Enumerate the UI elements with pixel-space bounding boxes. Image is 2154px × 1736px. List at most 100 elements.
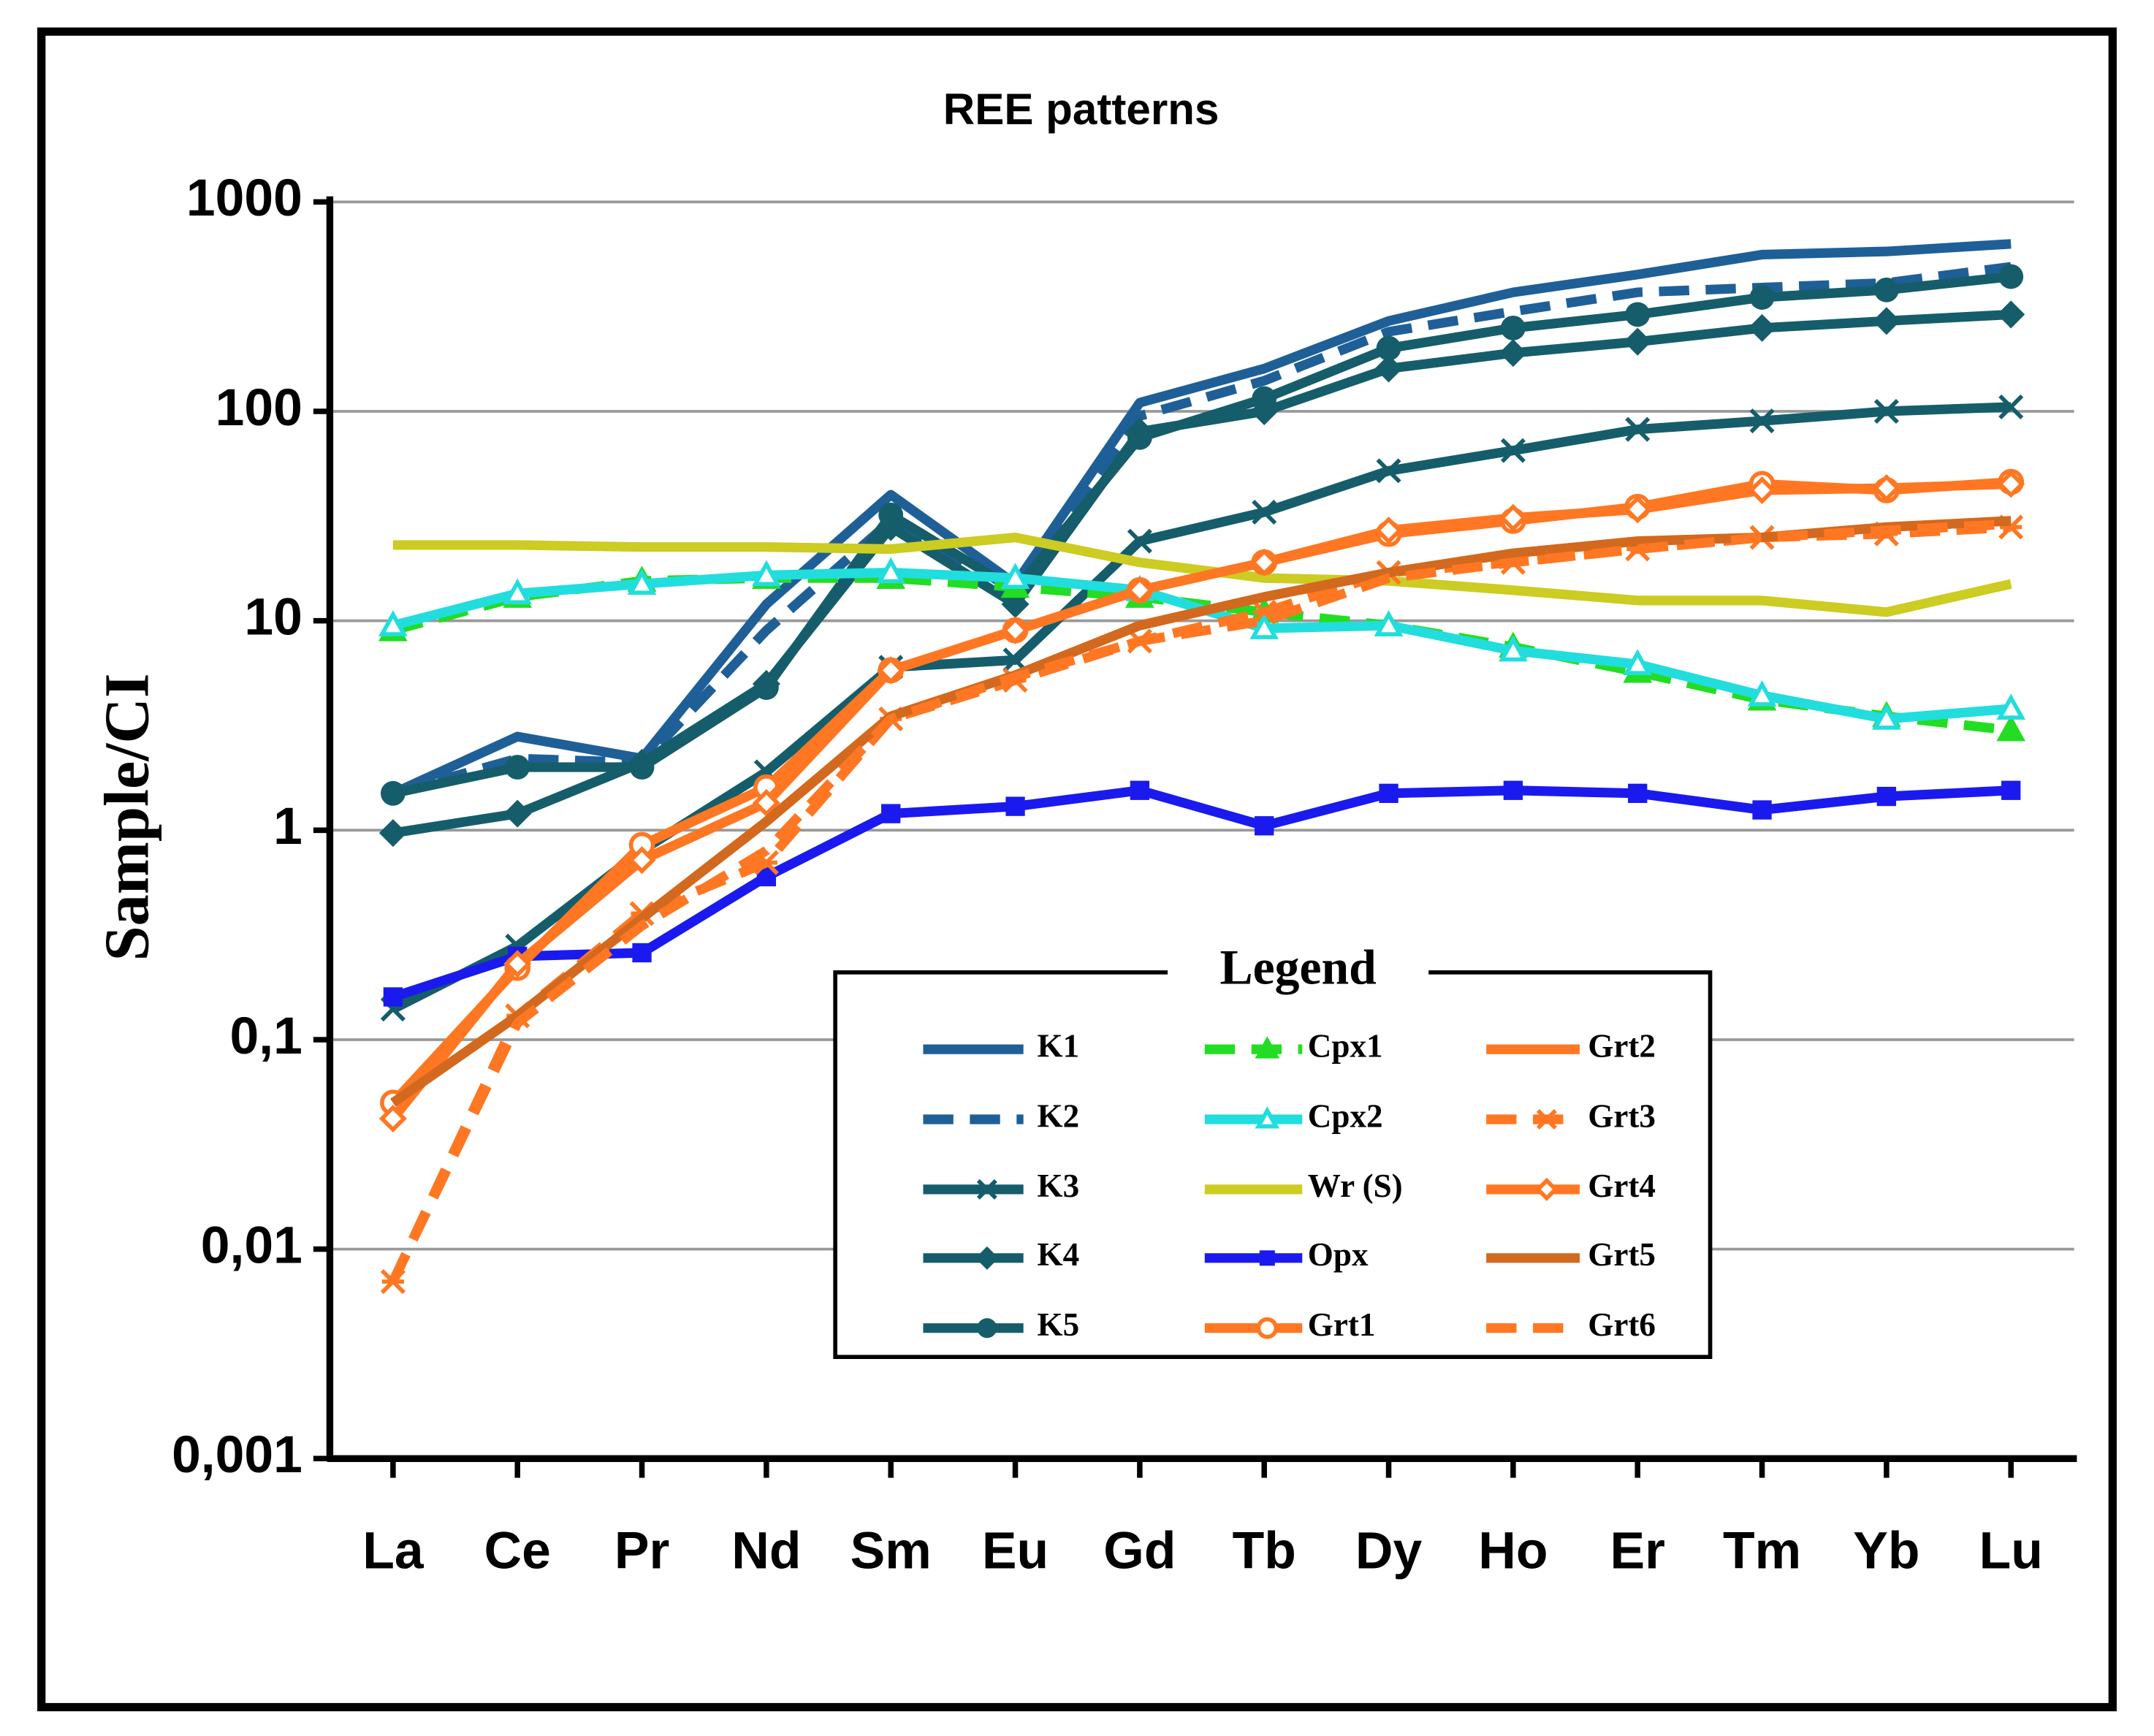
y-tick-label: 0,1 [230,1007,302,1065]
legend-item: Grt6 [1486,1306,1656,1343]
legend-item: Cpx1 [1204,1027,1383,1064]
series-line [392,271,2012,799]
marker [1379,783,1398,803]
legend-label: Grt3 [1588,1097,1656,1134]
marker [1872,704,1901,730]
series-line [391,785,2012,1002]
marker [1259,1250,1275,1266]
chart-title: REE patterns [943,85,1219,134]
series-line [391,239,2012,798]
marker [1500,438,1526,463]
marker [378,610,408,636]
marker [1256,1317,1279,1339]
y-tick-label: 1 [273,797,302,856]
y-tick-label: 10 [244,588,302,647]
legend-item: K1 [923,1027,1079,1064]
x-tick-label: Er [1610,1522,1665,1580]
marker [1250,548,1279,576]
marker [1872,307,1900,335]
marker [1374,610,1404,636]
legend-label: K3 [1037,1168,1079,1204]
marker [752,560,781,587]
marker [1624,495,1652,524]
marker [383,987,403,1007]
y-tick-label: 1000 [186,169,302,227]
marker [876,557,906,584]
marker [1534,1177,1559,1201]
marker [1628,783,1648,803]
marker [1623,649,1653,676]
marker [752,788,780,817]
marker [1876,786,1897,807]
y-axis-label: Sample/CI [91,673,161,961]
legend-label: Grt4 [1588,1168,1656,1204]
marker [1996,715,2026,742]
x-tick-label: Ce [484,1522,551,1580]
marker [503,950,532,978]
x-tick-label: Tm [1723,1522,1801,1580]
x-tick-label: Nd [731,1522,801,1580]
series-line [392,532,2012,617]
marker [503,578,533,605]
marker [2001,780,2021,800]
marker [1997,470,2025,498]
marker [1252,386,1277,411]
legend-item: Cpx2 [1204,1097,1383,1134]
marker [1500,315,1526,340]
marker [1374,516,1403,545]
marker [975,1246,999,1270]
marker [505,755,530,780]
x-tick-label: Eu [982,1522,1049,1580]
legend-title-bg [1168,948,1429,997]
marker [1005,796,1025,816]
x-tick-label: Ho [1478,1522,1548,1580]
marker [1998,394,2024,419]
x-tick-label: Gd [1103,1522,1176,1580]
legend-box [833,970,1713,1360]
x-tick-label: Dy [1355,1522,1423,1580]
legend-label: Cpx1 [1308,1027,1383,1064]
grid: 0,001 0,01 0,1 1 10 100 1000 La Ce Pr Nd Sm Eu Gd Tb Dy… [172,169,2074,1580]
marker [1873,398,1899,425]
marker [1001,616,1030,644]
marker [1748,313,1776,342]
legend-item: Grt5 [1486,1236,1656,1273]
marker [1536,1108,1557,1130]
series-line [392,262,2012,799]
x-tick-label: Lu [1979,1522,2043,1580]
legend-label: K4 [1037,1236,1079,1273]
marker [627,568,657,595]
x-tick-label: La [362,1522,425,1580]
legend-item: Grt4 [1486,1168,1656,1204]
marker [1000,563,1030,589]
marker [1374,354,1403,383]
y-tick-label: 100 [216,378,302,437]
marker [1624,327,1652,356]
x-tick-label: Tb [1233,1522,1296,1580]
marker [1749,285,1775,310]
x-tick-label: Pr [614,1522,669,1580]
legend-label: Grt2 [1588,1027,1656,1064]
marker [1503,780,1523,800]
legend-item: Grt2 [1486,1027,1656,1064]
marker [1376,335,1401,361]
legend-item: Grt1 [1204,1306,1375,1343]
legend-item: Grt3 [1486,1097,1656,1134]
marker [1255,1106,1280,1129]
legend-label: Opx [1308,1236,1369,1273]
y-tick-label: 0,01 [201,1217,302,1275]
legend-title: Legend [1219,940,1376,994]
marker [1499,339,1527,368]
legend-label: K2 [1037,1097,1079,1134]
legend-item: Opx [1204,1236,1369,1273]
frame [37,27,2117,1712]
marker [1873,277,1899,302]
legend-label: Grt5 [1588,1236,1656,1273]
marker [1127,425,1152,450]
marker [1255,816,1274,836]
marker [1872,474,1900,503]
marker [1625,416,1651,442]
x-tick-label: Yb [1853,1522,1919,1580]
